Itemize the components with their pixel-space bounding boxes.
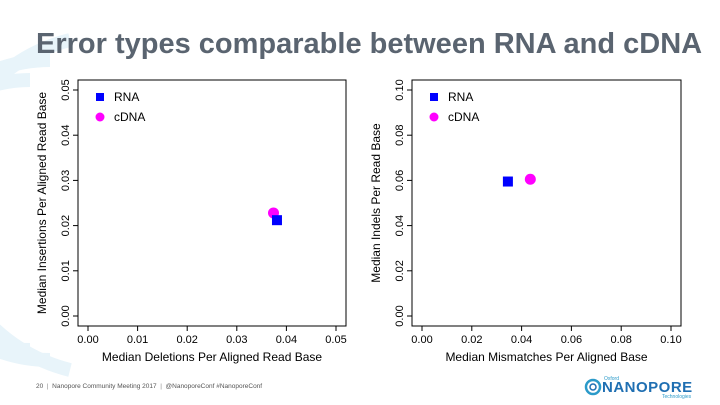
x-tick-label: 0.03 [226, 334, 247, 346]
footer-separator: | [45, 383, 51, 390]
plot-frame [77, 79, 347, 327]
data-point-rna [271, 215, 282, 226]
social-handle: @NanoporeConf #NanoporeConf [165, 383, 263, 390]
nanopore-logo: Oxford NANOPORE Technologies [584, 376, 694, 400]
y-tick-label: 0.02 [394, 260, 406, 281]
x-tick-label: 0.02 [461, 334, 482, 346]
y-tick-label: 0.02 [60, 215, 72, 236]
x-tick-label: 0.10 [660, 334, 681, 346]
x-tick-label: 0.06 [561, 334, 582, 346]
y-axis-label: Median Indels Per Read Base [369, 123, 383, 283]
x-axis-label: Median Deletions Per Aligned Read Base [102, 350, 322, 364]
legend-marker-square [430, 93, 438, 101]
legend-label: RNA [114, 90, 139, 104]
legend-marker-square [96, 93, 104, 101]
y-tick-label: 0.03 [60, 170, 72, 191]
logo-main-text: NANOPORE [602, 379, 693, 396]
x-tick-label: 0.05 [325, 334, 346, 346]
x-tick-label: 0.02 [176, 334, 197, 346]
x-tick-label: 0.00 [411, 334, 432, 346]
y-tick-label: 0.10 [394, 79, 406, 100]
footer-separator: | [158, 383, 164, 390]
x-tick-label: 0.04 [511, 334, 532, 346]
y-tick-label: 0.04 [394, 215, 406, 236]
event-name: Nanopore Community Meeting 2017 [52, 383, 157, 390]
y-axis-label: Median Insertions Per Aligned Read Base [35, 92, 49, 314]
x-axis-label: Median Mismatches Per Aligned Base [445, 350, 647, 364]
x-tick-label: 0.04 [276, 334, 297, 346]
y-tick-label: 0.01 [60, 260, 72, 281]
x-tick-label: 0.08 [610, 334, 631, 346]
y-tick-label: 0.06 [394, 170, 406, 191]
x-tick-label: 0.01 [127, 334, 148, 346]
legend-marker-circle [429, 112, 439, 122]
y-tick-label: 0.00 [60, 305, 72, 326]
logo-sub-text: Technologies [662, 394, 692, 400]
y-tick-label: 0.00 [394, 305, 406, 326]
legend-label: cDNA [114, 110, 145, 124]
logo-small-text: Oxford [604, 376, 620, 382]
plot-frame [411, 79, 682, 327]
y-tick-label: 0.04 [60, 124, 72, 145]
page-number: 20 [36, 383, 44, 390]
y-tick-label: 0.08 [394, 124, 406, 145]
legend-label: RNA [448, 90, 473, 104]
y-tick-label: 0.05 [60, 79, 72, 100]
data-point-rna [502, 176, 513, 187]
logo-ring-icon [584, 378, 602, 396]
x-tick-label: 0.00 [77, 334, 98, 346]
legend-marker-circle [95, 112, 105, 122]
slide-footer: 20 | Nanopore Community Meeting 2017 | @… [36, 383, 262, 390]
data-point-cdna [524, 173, 536, 185]
slide-title: Error types comparable between RNA and c… [36, 28, 703, 60]
legend-label: cDNA [448, 110, 479, 124]
